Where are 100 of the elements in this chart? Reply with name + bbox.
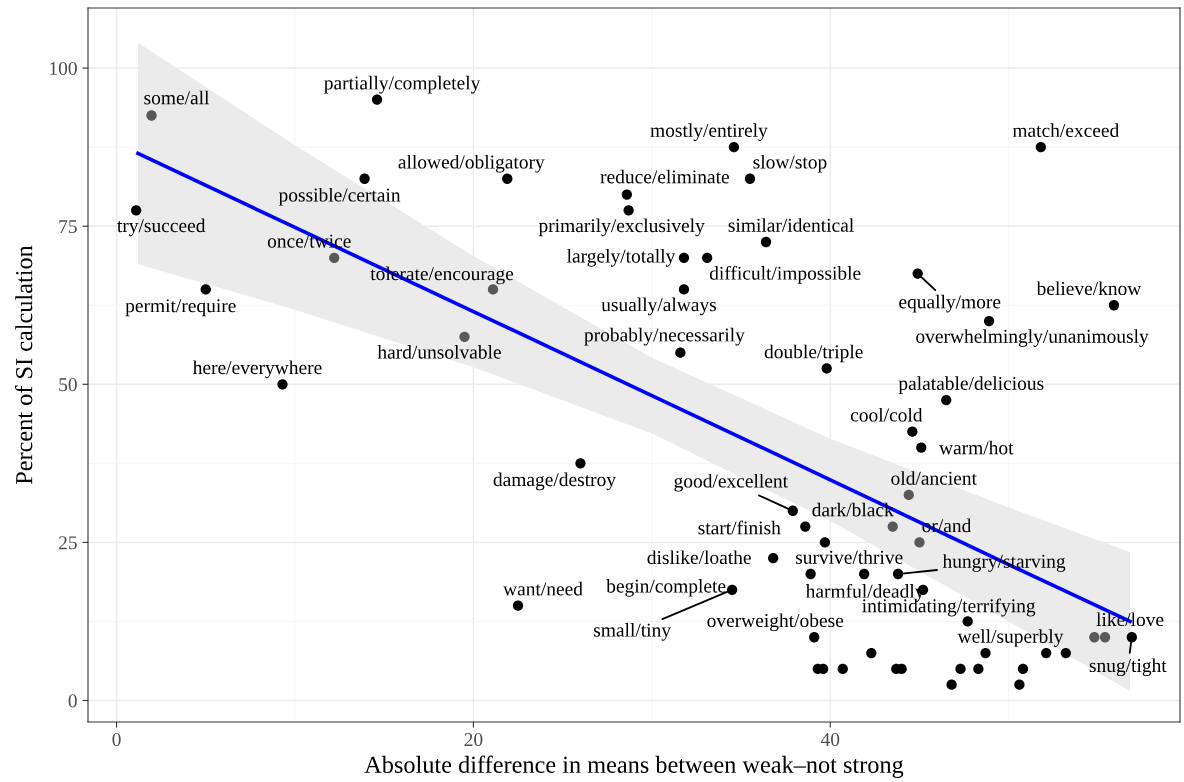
annotation: mostly/entirely — [650, 123, 768, 141]
point — [675, 347, 686, 358]
point — [914, 537, 925, 548]
annotation: similar/identical — [728, 218, 854, 232]
point — [892, 568, 904, 580]
point — [371, 94, 383, 105]
point — [821, 363, 832, 374]
point — [678, 284, 690, 295]
annotation: primarily/exclusively — [538, 218, 705, 237]
annotation: hard/unsolvable — [377, 345, 501, 359]
point — [787, 505, 798, 516]
y-axis-title: Percent of SI calculation — [15, 245, 33, 485]
point — [575, 458, 586, 469]
annotation: here/everywhere — [192, 360, 322, 379]
annotation: well/superbly — [957, 629, 1064, 647]
point — [1041, 647, 1052, 659]
annotation: equally/more — [899, 294, 1001, 313]
annotation: survive/thrive — [795, 550, 903, 564]
annotation: small/tiny — [594, 622, 671, 641]
point — [973, 663, 984, 675]
annotation: partially/completely — [324, 75, 481, 94]
x-tick-label: 40 — [820, 732, 840, 747]
point — [837, 663, 848, 675]
point — [512, 600, 524, 611]
y-tick-label: 100 — [50, 61, 77, 76]
point — [623, 205, 634, 216]
point — [768, 553, 779, 564]
point — [146, 110, 157, 121]
annotation: cool/cold — [850, 407, 923, 422]
point — [678, 252, 690, 263]
point — [946, 679, 957, 690]
annotation: overweight/obese — [707, 613, 844, 632]
point — [277, 379, 288, 390]
point — [866, 647, 877, 659]
annotation: believe/know — [1036, 281, 1142, 296]
point — [912, 268, 923, 279]
point — [805, 568, 816, 580]
annotation: begin/complete — [606, 578, 726, 597]
annotation: old/ancient — [891, 471, 977, 485]
annotation: warm/hot — [939, 440, 1014, 455]
annotation: reduce/eliminate — [600, 169, 729, 184]
annotation: possible/certain — [278, 187, 401, 206]
point — [1014, 679, 1025, 690]
x-tick-label: 20 — [464, 732, 483, 747]
annotation: good/excellent — [674, 473, 788, 492]
point — [809, 632, 820, 643]
y-tick-label: 50 — [59, 378, 77, 392]
point — [887, 521, 898, 532]
annotation: probably/necessarily — [584, 327, 745, 346]
y-tick-label: 0 — [68, 694, 77, 708]
annotation: allowed/obligatory — [398, 154, 545, 173]
point — [983, 315, 995, 327]
point — [1035, 141, 1046, 153]
annotation: usually/always — [601, 297, 717, 316]
point — [131, 205, 142, 216]
point — [621, 189, 633, 200]
x-axis-title: Absolute difference in means between weak–not strong — [364, 755, 904, 778]
annotation: dislike/loathe — [647, 550, 751, 565]
point — [1060, 647, 1071, 659]
point — [800, 521, 811, 532]
y-tick-label: 25 — [58, 536, 77, 550]
point — [760, 236, 772, 248]
point — [726, 584, 738, 595]
annotation: some/all — [144, 90, 210, 105]
annotation: largely/totally — [566, 248, 676, 267]
annotation: snug/tight — [1089, 658, 1167, 677]
point — [980, 647, 991, 659]
point — [502, 173, 513, 184]
point — [859, 568, 870, 580]
annotation: overwhelmingly/unanimously — [916, 329, 1149, 347]
point — [955, 663, 966, 675]
annotation: double/triple — [764, 344, 863, 363]
point — [1108, 300, 1120, 311]
annotation: difficult/impossible — [709, 265, 861, 284]
point — [916, 442, 927, 453]
point — [728, 141, 740, 153]
point — [702, 252, 713, 263]
point — [903, 489, 914, 501]
y-tick-label: 75 — [59, 220, 77, 234]
point — [744, 173, 756, 184]
x-tick-label: 0 — [112, 732, 121, 747]
point — [329, 252, 340, 263]
point — [459, 331, 470, 343]
point — [487, 284, 499, 295]
point — [359, 173, 370, 184]
annotation: slow/stop — [753, 154, 827, 173]
annotation: permit/require — [125, 299, 236, 317]
annotation: palatable/delicious — [898, 376, 1044, 394]
point — [1017, 663, 1029, 675]
annotation: dark/black — [812, 502, 894, 517]
annotation: want/need — [503, 581, 583, 596]
annotation: damage/destroy — [493, 472, 616, 491]
point — [941, 394, 952, 406]
point — [907, 426, 918, 437]
point — [1089, 632, 1100, 643]
point — [962, 616, 973, 627]
point — [819, 537, 831, 548]
point — [1126, 632, 1137, 643]
point — [1099, 632, 1111, 643]
annotation: start/finish — [698, 520, 781, 535]
